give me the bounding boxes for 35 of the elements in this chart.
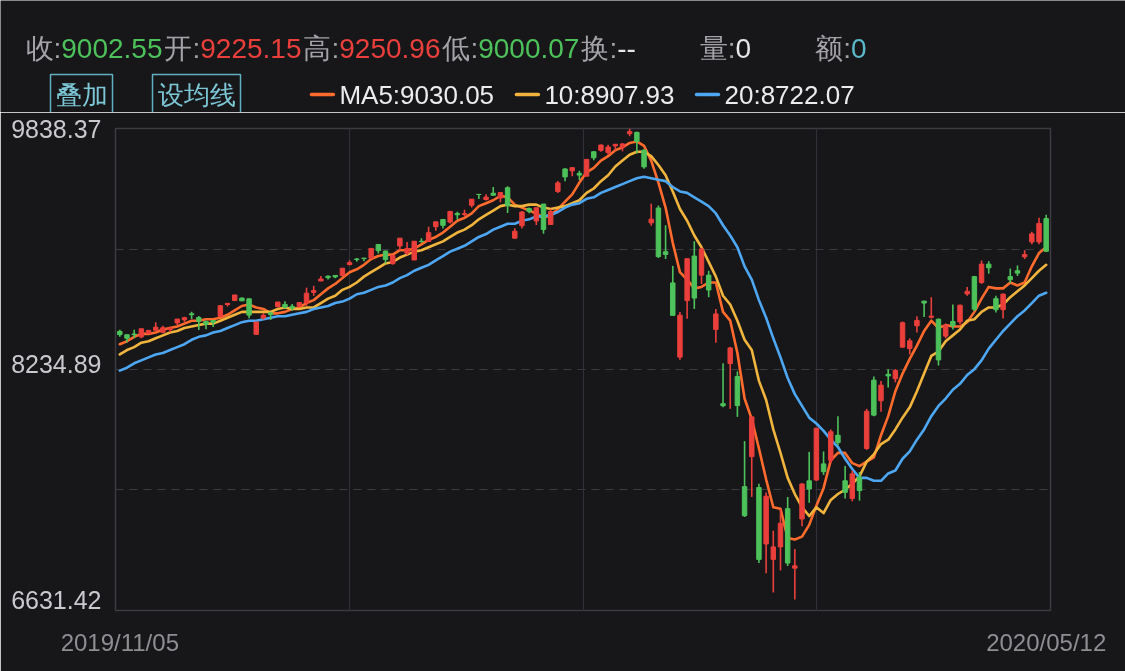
candlestick <box>303 286 310 307</box>
candlestick <box>662 224 669 260</box>
candlestick <box>648 202 654 227</box>
x-tick-label: 2020/05/12 <box>986 628 1107 656</box>
candlestick <box>806 451 812 504</box>
candlestick <box>504 185 511 214</box>
candlestick <box>713 308 719 344</box>
candlestick <box>720 362 726 409</box>
candlestick <box>921 300 927 318</box>
candlestick <box>1000 292 1006 320</box>
legend-label: 10:8907.93 <box>544 79 675 110</box>
candlestick <box>770 529 777 594</box>
y-tick-label: 9838.37 <box>11 114 102 143</box>
text: 叠加 <box>55 79 108 110</box>
candlestick <box>885 368 891 389</box>
candlestick <box>476 193 482 200</box>
candlestick <box>777 508 784 572</box>
x-tick-label: 2019/11/05 <box>60 628 179 656</box>
y-tick-label: 8234.89 <box>11 350 102 379</box>
text: 收:9002.55开:9225.15高:9250.96低:9000.07换:-- 量:0 额:0 <box>25 33 867 64</box>
candlestick <box>856 471 863 502</box>
candlestick <box>835 415 841 447</box>
candlestick <box>820 450 827 476</box>
candlestick <box>978 259 985 285</box>
candlestick <box>842 465 848 500</box>
text: 设均线 <box>157 79 236 110</box>
candlestick <box>950 303 956 331</box>
candlestick <box>705 269 712 298</box>
candlestick <box>727 346 733 410</box>
legend-label: 20:8722.07 <box>724 79 855 110</box>
candlestick <box>792 548 798 601</box>
legend-label: MA5:9030.05 <box>339 79 495 110</box>
candlestick <box>878 380 884 413</box>
candlestick <box>641 148 647 170</box>
y-tick-label: 6631.42 <box>11 585 102 614</box>
